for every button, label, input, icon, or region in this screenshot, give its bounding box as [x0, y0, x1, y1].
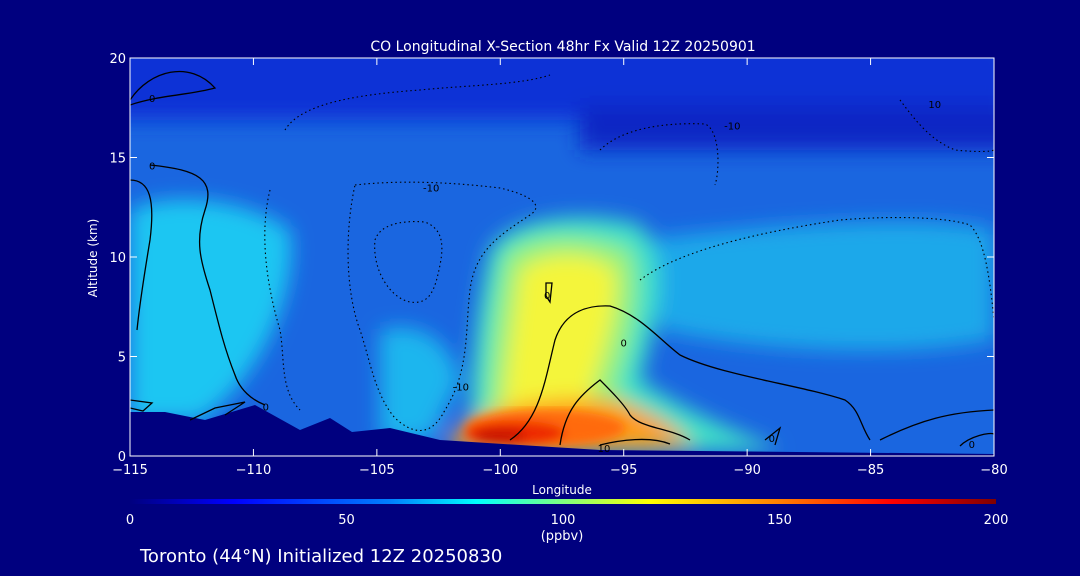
field-shading	[130, 58, 994, 450]
contour-label: 10	[598, 444, 611, 455]
contour-label: 0	[149, 94, 155, 105]
field-core	[465, 410, 625, 446]
colorbar-tick-label: 50	[338, 513, 355, 528]
contour-label: -10	[423, 183, 439, 194]
x-tick-label: −85	[857, 463, 884, 478]
colorbar-tick-label: 150	[767, 513, 792, 528]
contour-zero-marker	[545, 282, 553, 304]
plume-yellow	[500, 255, 660, 450]
colorbar-label: (ppbv)	[541, 529, 584, 544]
contour-zero-plume-inner	[559, 379, 691, 446]
core-darkred	[474, 429, 526, 443]
colorbar-tick-label: 200	[984, 513, 1009, 528]
y-tick-label: 10	[109, 251, 126, 266]
contour-minus10-right	[639, 216, 994, 321]
colorbar-tick-label: 100	[551, 513, 576, 528]
contour-ten-bottom	[599, 438, 671, 446]
contour-zero-surface	[130, 399, 154, 412]
contour-label: 0	[769, 434, 775, 445]
x-tick-label: −110	[236, 463, 272, 478]
cyan-left-region	[130, 199, 292, 420]
x-tick-label: −115	[112, 463, 148, 478]
contour-label: 10	[928, 100, 941, 111]
contour-label: -10	[724, 122, 740, 133]
contour-label: 0	[544, 291, 550, 302]
contour-label: 0	[149, 161, 155, 172]
contour-dashed-lines	[264, 74, 994, 431]
contour-zero-plume	[509, 305, 871, 441]
colorbar	[130, 499, 996, 504]
terrain-mask	[130, 405, 994, 456]
co-concentration-field: 0 0 -10 -10 10 0 -10 0 10 0 0 0	[130, 58, 994, 456]
contour-zero-small-right	[764, 426, 782, 446]
y-tick-label: 15	[109, 152, 126, 167]
contour-minus10-upper	[284, 74, 719, 186]
contour-zero-left	[149, 164, 266, 406]
x-tick-label: −95	[610, 463, 637, 478]
x-axis-label: Longitude	[532, 483, 592, 497]
contour-label: 0	[621, 339, 627, 350]
initialization-footer: Toronto (44°N) Initialized 12Z 20250830	[139, 546, 502, 567]
contour-minus10-loop	[347, 181, 537, 431]
x-tick-label: −100	[482, 463, 518, 478]
contour-lines	[130, 71, 994, 447]
contour-label: 0	[263, 402, 269, 413]
contour-minus10-left	[264, 189, 301, 411]
contour-label: -10	[453, 382, 469, 393]
x-axis-ticks: −115 −110 −105 −100 −95 −90 −85 −80	[112, 58, 1008, 478]
contour-zero-left-top	[130, 71, 217, 106]
contour-zero-far-right	[959, 432, 994, 447]
contour-labels: 0 0 -10 -10 10 0 -10 0 10 0 0 0	[149, 94, 975, 455]
chart-title: CO Longitudinal X-Section 48hr Fx Valid …	[370, 39, 755, 55]
x-tick-label: −105	[359, 463, 395, 478]
colorbar-tick-label: 0	[126, 513, 134, 528]
y-tick-label: 20	[109, 52, 126, 67]
y-tick-label: 0	[118, 450, 126, 465]
contour-zero-surface-2	[189, 401, 246, 421]
colorbar-ticks: 0 50 100 150 200	[126, 513, 1009, 528]
cyan-right-region	[640, 221, 994, 351]
upper-band-dark	[580, 105, 994, 150]
y-tick-label: 5	[118, 351, 126, 366]
contour-zero-right	[879, 409, 994, 441]
y-axis-ticks: 0 5 10 15 20	[109, 52, 994, 465]
x-tick-label: −80	[980, 463, 1007, 478]
cyan-mid-region	[380, 327, 460, 440]
contour-label: 0	[969, 440, 975, 451]
y-axis-label: Altitude (km)	[86, 219, 100, 298]
contour-zero-left-inner	[130, 179, 153, 331]
x-tick-label: −90	[733, 463, 760, 478]
